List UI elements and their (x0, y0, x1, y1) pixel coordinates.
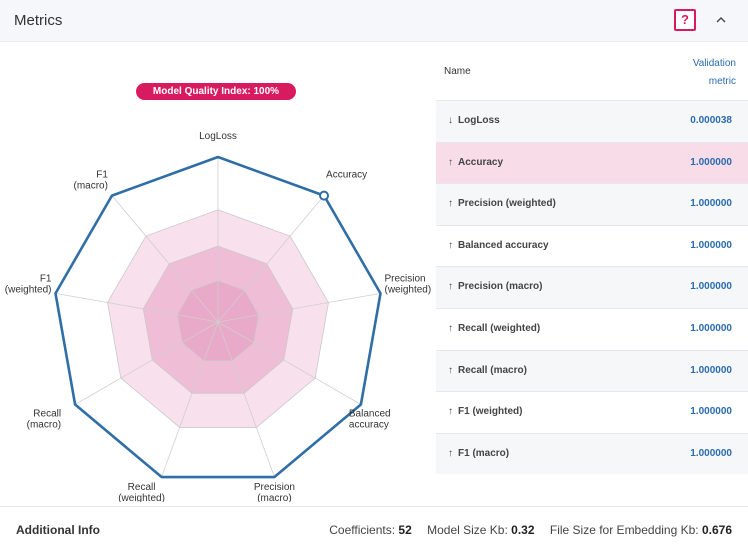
arrow-up-icon: ↑ (448, 281, 453, 293)
radar-axis-label: Recall (weighted) (118, 482, 165, 502)
radar-chart-panel: LogLoss Accuracy Precision (weighted) Balanc… (0, 42, 436, 502)
radar-axis-label-line: Recall (33, 409, 61, 420)
radar-spoke (217, 321, 362, 405)
radar-axis-label: F1 (weighted) (5, 273, 52, 295)
arrow-up-icon: ↑ (448, 198, 453, 210)
metric-label: Precision (macro) (458, 281, 543, 293)
metric-name: ↑ F1 (weighted) (448, 406, 522, 417)
metric-value: 1.000000 (690, 281, 732, 293)
column-header-name[interactable]: Name (444, 66, 471, 77)
radar-axis-label: Precision (weighted) (384, 273, 431, 295)
arrow-up-icon: ↑ (448, 406, 453, 418)
metric-name: ↑ F1 (macro) (448, 448, 509, 459)
metric-value: 1.000000 (690, 198, 732, 210)
radar-axis-label-line: (weighted) (118, 493, 165, 502)
metric-label: Balanced accuracy (458, 239, 549, 251)
additional-info-title: Additional Info (16, 523, 100, 537)
table-row[interactable]: ↑ Precision (weighted) 1.000000 (436, 183, 748, 225)
metrics-table: Name Validation metric ↓ LogLoss 0.000038 ↑… (436, 42, 748, 475)
table-row[interactable]: ↓ LogLoss 0.000038 (436, 100, 748, 142)
radar-axis-label-line: (macro) (27, 420, 61, 431)
radar-axis-label-line: Precision (254, 482, 295, 493)
metric-label: Recall (weighted) (458, 322, 541, 334)
radar-axis-label-line: (weighted) (384, 284, 431, 295)
radar-axis-label-line: accuracy (349, 420, 389, 431)
radar-axis-label-line: F1 (40, 273, 52, 284)
model-quality-badge: Model Quality Index: 100% (136, 83, 296, 100)
table-row[interactable]: ↑ F1 (macro) 1.000000 (436, 432, 748, 475)
file-size-stat: File Size for Embedding Kb: 0.676 (549, 523, 732, 537)
metric-value: 0.000038 (690, 115, 732, 126)
metric-name: ↑ Balanced accuracy (448, 240, 549, 251)
radar-axis-label-line: (macro) (257, 493, 291, 502)
radar-axis-label-line: (macro) (73, 181, 107, 192)
table-row[interactable]: ↑ Recall (weighted) 1.000000 (436, 307, 748, 350)
collapse-button[interactable] (710, 9, 732, 31)
radar-axis-label-line: (weighted) (5, 284, 52, 295)
radar-spoke (74, 321, 219, 405)
column-header-validation-metric[interactable]: Validation metric (692, 58, 736, 87)
radar-axis-label-line: Accuracy (326, 170, 367, 181)
model-stats: Coefficients: 52 Model Size Kb: 0.32 Fil… (317, 523, 732, 537)
metric-label: LogLoss (458, 115, 500, 126)
radar-axis-label-line: Precision (384, 273, 425, 284)
table-row[interactable]: ↑ Balanced accuracy 1.000000 (436, 224, 748, 267)
metric-value: 1.000000 (690, 156, 732, 168)
radar-axis-label-line: LogLoss (199, 131, 237, 142)
radar-axis-label: Precision (macro) (254, 482, 295, 502)
metric-label: Precision (weighted) (458, 198, 556, 210)
radar-axis-label: Accuracy (326, 170, 367, 181)
table-body: ↓ LogLoss 0.000038 ↑ Accuracy 1.000000 ↑ Precis… (436, 100, 748, 475)
model-size-stat: Model Size Kb: 0.32 (427, 523, 535, 537)
radar-spoke (111, 195, 219, 323)
metric-name: ↑ Recall (weighted) (448, 323, 540, 334)
radar-axis-label: Recall (macro) (27, 409, 61, 431)
arrow-up-icon: ↑ (448, 447, 453, 459)
arrow-up-icon: ↑ (448, 239, 453, 251)
arrow-up-icon: ↑ (448, 156, 453, 168)
additional-info-footer: Additional Info Coefficients: 52 Model S… (0, 506, 748, 554)
table-header: Name Validation metric (436, 42, 748, 100)
radar-axis-label-line: Recall (128, 482, 156, 493)
radar-axis-label: F1 (macro) (73, 170, 108, 192)
help-button[interactable]: ? (674, 9, 696, 31)
metric-value: 1.000000 (690, 406, 732, 418)
metric-label: F1 (macro) (458, 447, 510, 459)
metric-value: 1.000000 (690, 364, 732, 376)
metric-name: ↑ Recall (macro) (448, 365, 527, 376)
radar-highlight-point (319, 190, 330, 201)
radar-axis-label-line: F1 (96, 170, 108, 181)
metric-label: Accuracy (458, 156, 504, 168)
arrow-up-icon: ↑ (448, 322, 453, 334)
metric-label: Recall (macro) (458, 364, 527, 376)
coefficients-stat: Coefficients: 52 (329, 523, 412, 537)
radar-spoke (217, 195, 325, 323)
chevron-up-icon (716, 17, 726, 23)
table-row[interactable]: ↑ Accuracy 1.000000 (436, 141, 748, 184)
metric-value: 1.000000 (690, 447, 732, 459)
radar-spoke (55, 292, 219, 323)
radar-spoke (161, 321, 219, 478)
table-row[interactable]: ↑ Precision (macro) 1.000000 (436, 266, 748, 308)
radar-spoke (217, 292, 381, 323)
arrow-up-icon: ↑ (448, 364, 453, 376)
radar-axis-label: Balanced accuracy (349, 409, 391, 431)
radar-axis-label-line: Balanced (349, 409, 391, 420)
metric-value: 1.000000 (690, 239, 732, 251)
metric-name: ↑ Precision (macro) (448, 281, 542, 292)
metric-label: F1 (weighted) (458, 406, 523, 418)
metric-name: ↓ LogLoss (448, 115, 500, 126)
radar-value-polygon (54, 155, 382, 479)
metric-name: ↑ Accuracy (448, 157, 503, 168)
radar-axis-label: LogLoss (199, 131, 237, 142)
radar-spoke (217, 321, 275, 478)
metrics-header[interactable]: Metrics ? (0, 0, 748, 42)
section-title: Metrics (14, 12, 63, 29)
table-row[interactable]: ↑ F1 (weighted) 1.000000 (436, 391, 748, 433)
metric-name: ↑ Precision (weighted) (448, 198, 556, 209)
table-row[interactable]: ↑ Recall (macro) 1.000000 (436, 349, 748, 392)
metric-value: 1.000000 (690, 322, 732, 334)
arrow-down-icon: ↓ (448, 115, 453, 126)
